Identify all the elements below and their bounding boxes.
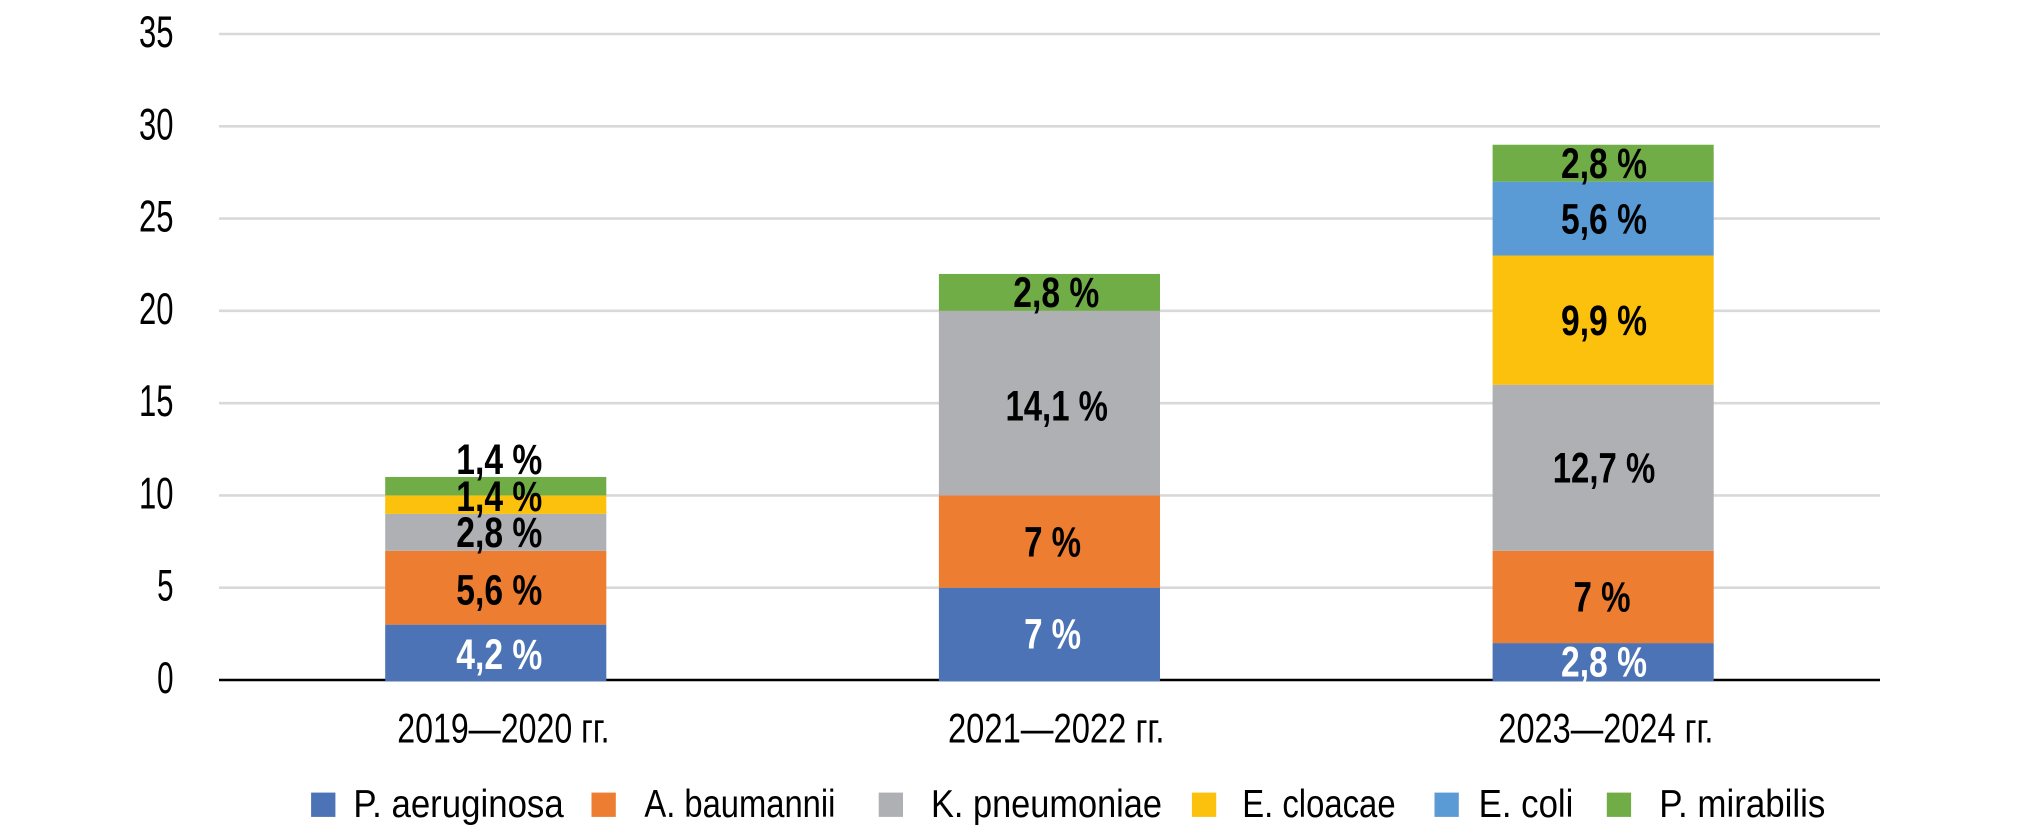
svg-text:9,9 %: 9,9 % (1561, 298, 1647, 345)
svg-text:2,8 %: 2,8 % (1561, 639, 1647, 686)
svg-text:E. cloacae: E. cloacae (1242, 783, 1395, 826)
svg-text:5,6 %: 5,6 % (456, 568, 542, 615)
svg-text:25: 25 (139, 193, 174, 242)
svg-text:2,8 %: 2,8 % (1013, 270, 1099, 317)
svg-text:K. pneumoniae: K. pneumoniae (931, 783, 1162, 826)
svg-text:14,1 %: 14,1 % (1005, 383, 1108, 430)
svg-text:0: 0 (157, 654, 173, 703)
svg-text:15: 15 (139, 377, 174, 426)
svg-text:20: 20 (139, 285, 174, 334)
svg-text:7 %: 7 % (1574, 575, 1631, 622)
svg-text:1,4 %: 1,4 % (456, 437, 542, 484)
svg-text:35: 35 (139, 8, 174, 57)
svg-text:P. mirabilis: P. mirabilis (1659, 783, 1825, 826)
svg-text:A. baumannii: A. baumannii (644, 783, 835, 826)
svg-text:2023—2024 гг.: 2023—2024 гг. (1498, 705, 1713, 752)
svg-text:30: 30 (139, 100, 174, 149)
svg-text:5: 5 (157, 562, 173, 611)
svg-text:2,8 %: 2,8 % (1561, 141, 1647, 188)
svg-text:7 %: 7 % (1024, 612, 1081, 659)
svg-text:P. aeruginosa: P. aeruginosa (353, 783, 564, 826)
svg-text:2021—2022 гг.: 2021—2022 гг. (948, 705, 1165, 752)
svg-text:2,8 %: 2,8 % (456, 510, 542, 557)
svg-text:12,7 %: 12,7 % (1553, 445, 1656, 492)
svg-text:10: 10 (139, 469, 174, 518)
svg-text:E. coli: E. coli (1479, 783, 1574, 826)
svg-text:4,2 %: 4,2 % (456, 632, 542, 679)
svg-text:7 %: 7 % (1024, 519, 1081, 566)
svg-text:5,6 %: 5,6 % (1561, 196, 1647, 243)
svg-text:1,4 %: 1,4 % (456, 474, 542, 521)
svg-text:2019—2020 гг.: 2019—2020 гг. (397, 705, 609, 752)
